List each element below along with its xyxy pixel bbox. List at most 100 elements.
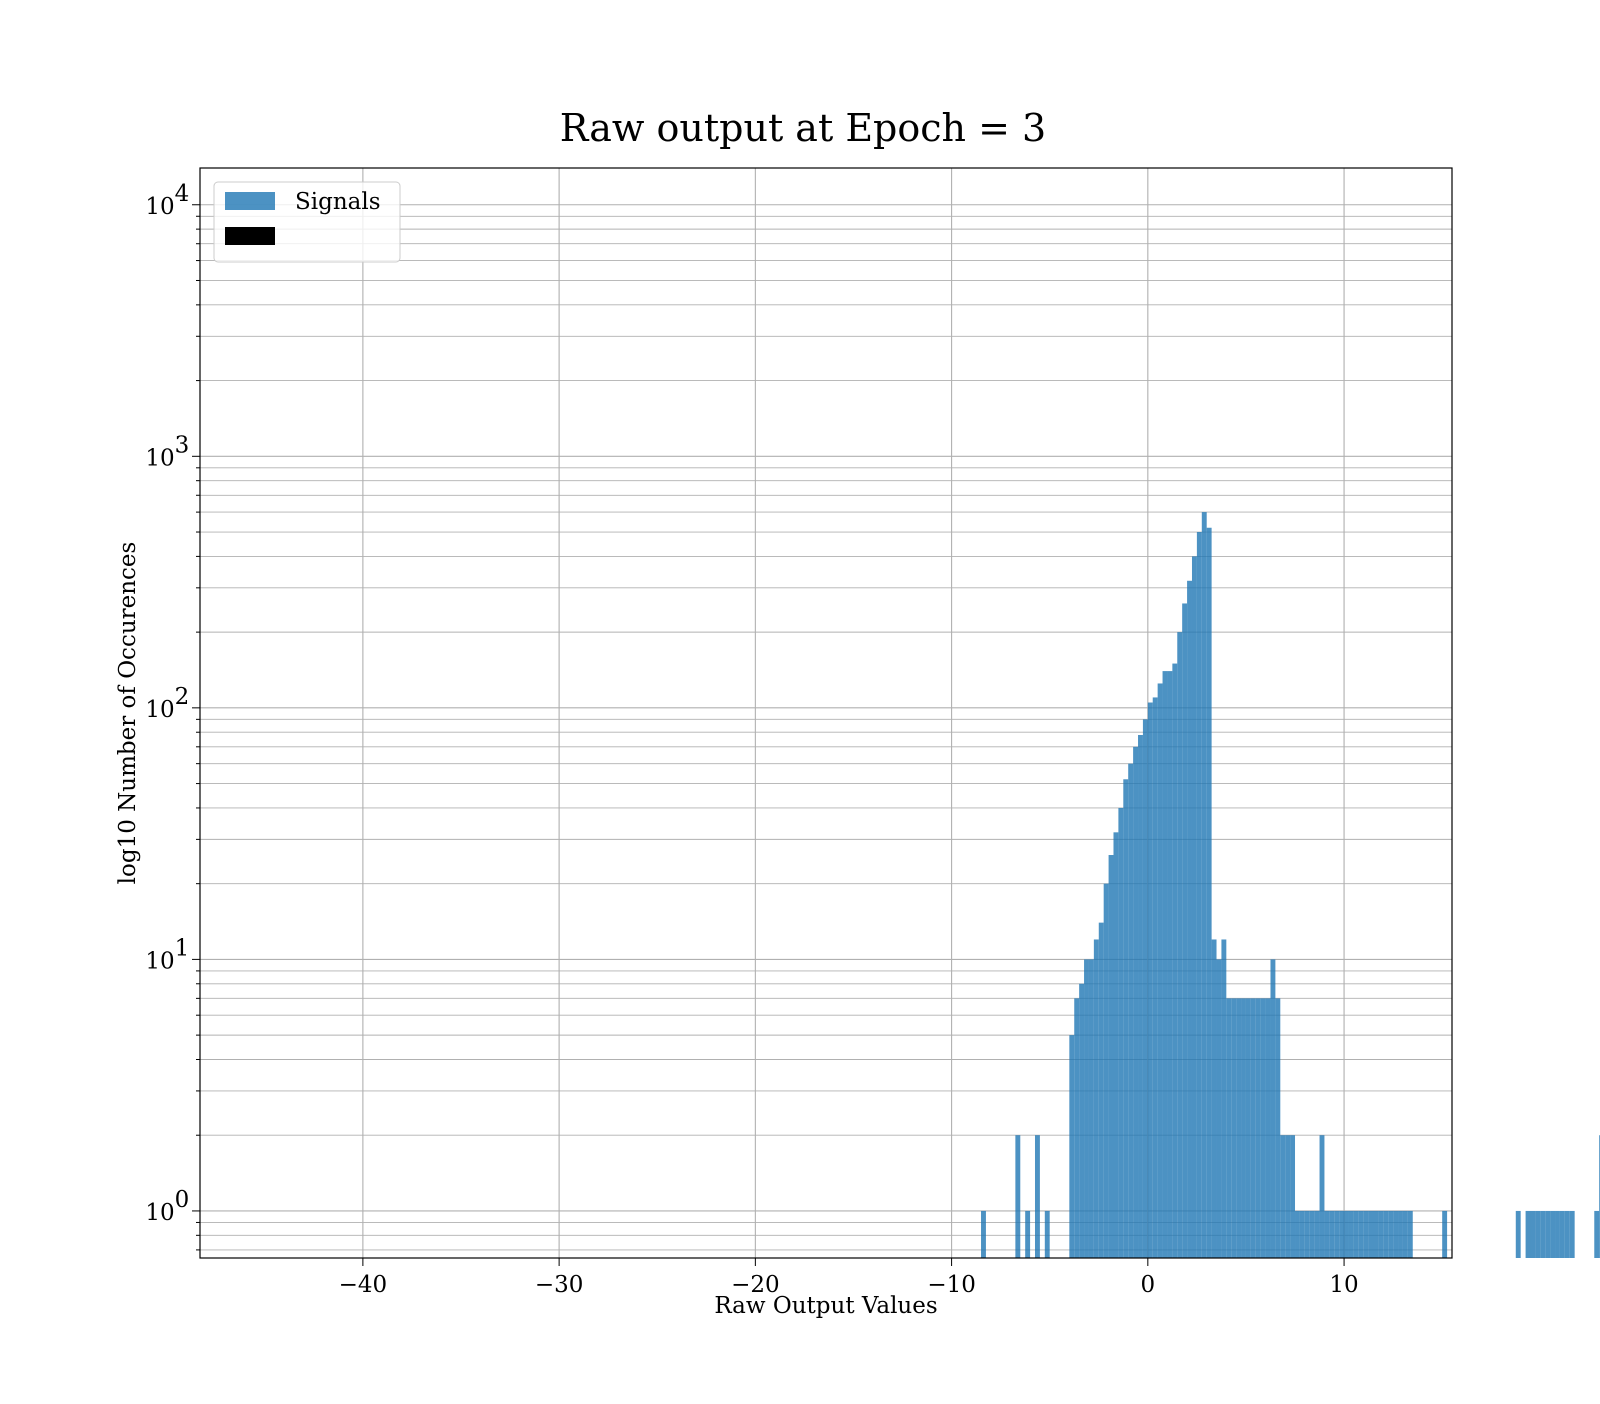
y-tick-exponent: 2 xyxy=(175,684,190,710)
signals-bar xyxy=(1393,1210,1399,1258)
signals-bar xyxy=(1123,779,1129,1258)
signals-bar xyxy=(1241,998,1246,1258)
signals-bar xyxy=(1098,922,1104,1258)
signals-bar xyxy=(1334,1210,1340,1258)
signals-bar xyxy=(1074,998,1080,1258)
signals-bar xyxy=(1299,1210,1305,1258)
signals-bar xyxy=(1285,1135,1291,1258)
y-tick-exponent: 1 xyxy=(175,935,190,961)
signals-bar xyxy=(1084,959,1089,1258)
signals-bar xyxy=(1378,1210,1384,1258)
signals-bar xyxy=(1216,959,1222,1258)
signals-bar xyxy=(1442,1210,1448,1258)
signals-bar xyxy=(1353,1210,1359,1258)
signals-bar xyxy=(1260,998,1266,1258)
y-tick-exponent: 3 xyxy=(175,432,190,458)
signals-bar xyxy=(1142,719,1148,1258)
signals-bar xyxy=(1025,1210,1031,1258)
signals-bar xyxy=(981,1210,986,1258)
signals-bar xyxy=(1515,1210,1521,1258)
signals-bar xyxy=(1079,983,1085,1258)
signals-bar xyxy=(1368,1210,1374,1258)
signals-bar xyxy=(1358,1210,1364,1258)
signals-bar xyxy=(1128,763,1134,1258)
signals-bar xyxy=(1540,1210,1546,1258)
signals-bar xyxy=(1545,1210,1551,1258)
signals-bar xyxy=(1162,671,1168,1258)
signals-bar xyxy=(1118,807,1124,1258)
signals-bar xyxy=(1172,663,1178,1258)
legend: Signals xyxy=(213,181,401,263)
y-tick-exponent: 4 xyxy=(175,181,190,207)
signals-bar xyxy=(1290,1135,1296,1258)
signals-bar xyxy=(1113,832,1119,1258)
signals-bar xyxy=(1383,1210,1389,1258)
legend-swatch-noise xyxy=(225,227,275,245)
x-tick-label: −10 xyxy=(927,1272,976,1298)
signals-bar xyxy=(1530,1210,1536,1258)
plot-frame xyxy=(199,167,1453,1259)
legend-swatch-signals xyxy=(225,192,275,210)
signals-bar xyxy=(1245,998,1251,1258)
signals-bar xyxy=(1363,1210,1369,1258)
signals-bar xyxy=(1319,1135,1325,1258)
y-tick-exponent: 0 xyxy=(175,1187,190,1213)
signals-bar xyxy=(1157,683,1163,1258)
signals-bars xyxy=(981,512,1600,1258)
x-tick-label: −20 xyxy=(731,1272,780,1298)
signals-bar xyxy=(1133,746,1139,1258)
signals-bar xyxy=(1564,1210,1570,1258)
signals-bar xyxy=(1344,1210,1349,1258)
signals-bar xyxy=(1250,998,1256,1258)
signals-bar xyxy=(1329,1210,1335,1258)
signals-bar xyxy=(1201,512,1207,1258)
signals-bar xyxy=(1398,1210,1403,1258)
signals-bar xyxy=(1103,883,1109,1258)
signals-bar xyxy=(1550,1210,1556,1258)
signals-bar xyxy=(1535,1210,1541,1258)
signals-bar xyxy=(1211,939,1217,1258)
signals-bar xyxy=(1191,556,1197,1258)
signals-bar xyxy=(1088,959,1094,1258)
signals-bar xyxy=(1594,1210,1600,1258)
signals-bar xyxy=(1309,1210,1315,1258)
signals-bar xyxy=(1015,1135,1021,1258)
chart-title: Raw output at Epoch = 3 xyxy=(560,106,1046,150)
x-tick-label: −30 xyxy=(535,1272,584,1298)
y-tick-label: 10 xyxy=(145,1200,174,1226)
signals-bar xyxy=(1280,1135,1286,1258)
signals-bar xyxy=(1187,580,1192,1258)
x-tick-label: 0 xyxy=(1141,1272,1156,1298)
signals-bar xyxy=(1255,998,1261,1258)
signals-bar xyxy=(1167,671,1173,1258)
y-axis-label: log10 Number of Occurences xyxy=(115,542,141,885)
signals-bar xyxy=(1093,939,1099,1258)
signals-bar xyxy=(1226,998,1232,1258)
signals-bar xyxy=(1147,702,1153,1258)
y-tick-label: 10 xyxy=(145,445,174,471)
y-tick-label: 10 xyxy=(145,194,174,220)
signals-bar xyxy=(1402,1210,1408,1258)
legend-label-signals: Signals xyxy=(295,189,381,215)
signals-bar xyxy=(1034,1135,1040,1258)
signals-bar xyxy=(1339,1210,1345,1258)
signals-bar xyxy=(1177,632,1183,1258)
signals-bar xyxy=(1559,1210,1565,1258)
y-tick-label: 10 xyxy=(145,697,174,723)
signals-bar xyxy=(1270,959,1276,1258)
signals-bar xyxy=(1569,1210,1575,1258)
signals-bar xyxy=(1182,603,1188,1258)
signals-bar xyxy=(1221,939,1227,1258)
signals-bar xyxy=(1196,532,1202,1258)
x-tick-label: −40 xyxy=(339,1272,388,1298)
signals-bar xyxy=(1265,998,1271,1258)
signals-bar xyxy=(1525,1210,1531,1258)
signals-bar xyxy=(1388,1210,1394,1258)
x-axis-label: Raw Output Values xyxy=(714,1293,937,1319)
signals-bar xyxy=(1206,527,1212,1258)
signals-bar xyxy=(1236,998,1242,1258)
signals-bar xyxy=(1044,1210,1050,1258)
